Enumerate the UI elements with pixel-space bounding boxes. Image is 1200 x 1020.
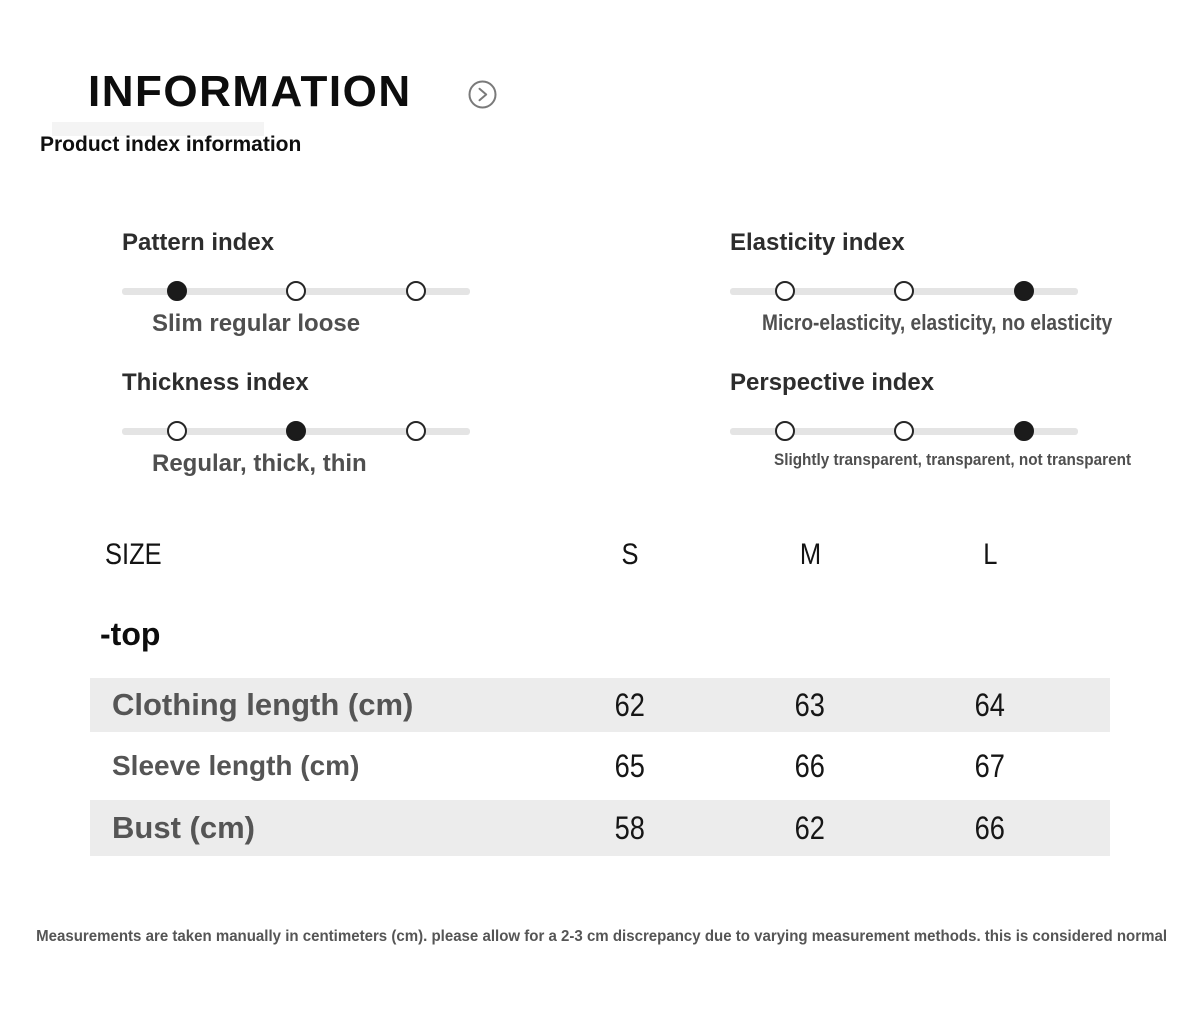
size-section-top: -top	[100, 616, 161, 652]
table-row: Bust (cm) 58 62 66	[90, 800, 1110, 856]
size-col-s: S	[621, 538, 639, 571]
elasticity-index-block: Elasticity index Micro-elasticity, elast…	[730, 228, 1113, 336]
slider-dot	[166, 281, 187, 301]
product-index-subtitle: Product index information	[40, 133, 302, 156]
slider-dot	[774, 421, 795, 441]
page-title: INFORMATION	[88, 67, 412, 116]
size-table-header: SIZE S M L	[90, 536, 1110, 574]
slider-dot	[406, 281, 427, 301]
pattern-index-slider	[122, 280, 470, 302]
index-title: Elasticity index	[730, 229, 905, 256]
thickness-index-slider	[122, 420, 470, 442]
row-value: 67	[974, 747, 1006, 784]
index-caption: Slightly transparent, transparent, not t…	[774, 450, 1132, 469]
table-row: Clothing length (cm) 62 63 64	[90, 678, 1110, 732]
index-title: Pattern index	[122, 229, 275, 256]
row-value: 62	[794, 809, 826, 846]
slider-dot	[286, 281, 306, 301]
slider-dot	[894, 421, 914, 441]
size-col-m: M	[799, 538, 821, 571]
index-title: Perspective index	[730, 369, 935, 396]
row-label: Bust (cm)	[112, 810, 255, 845]
slider-dot	[894, 281, 914, 301]
size-col-l: L	[982, 538, 998, 571]
slider-dot	[166, 421, 187, 441]
slider-dot	[286, 421, 306, 441]
slider-dot	[1014, 421, 1035, 441]
index-caption: Slim regular loose	[152, 310, 361, 337]
row-label: Clothing length (cm)	[112, 687, 414, 722]
row-value: 66	[974, 809, 1006, 846]
slider-dot	[406, 421, 427, 441]
pattern-index-block: Pattern index Slim regular loose	[122, 228, 482, 338]
size-corner-label: SIZE	[105, 538, 162, 571]
subtitle-highlight	[52, 122, 264, 136]
slider-dot	[1014, 281, 1035, 301]
measurement-table: Clothing length (cm) 62 63 64 Sleeve len…	[90, 678, 1110, 856]
table-row: Sleeve length (cm) 65 66 67	[90, 732, 1110, 800]
thickness-index-block: Thickness index Regular, thick, thin	[122, 368, 482, 478]
row-value: 58	[614, 809, 646, 846]
row-value: 64	[974, 686, 1006, 723]
row-value: 66	[794, 747, 826, 784]
perspective-index-block: Perspective index Slightly transparent, …	[730, 368, 1132, 470]
index-caption: Micro-elasticity, elasticity, no elastic…	[762, 310, 1113, 335]
chevron-right-circle-icon[interactable]	[468, 80, 497, 109]
measurement-disclaimer: Measurements are taken manually in centi…	[36, 928, 1168, 945]
elasticity-index-slider	[730, 280, 1078, 302]
row-value: 65	[614, 747, 646, 784]
row-value: 63	[794, 686, 826, 723]
row-label: Sleeve length (cm)	[112, 750, 360, 781]
slider-dot	[774, 281, 795, 301]
row-value: 62	[614, 686, 646, 723]
perspective-index-slider	[730, 420, 1078, 442]
index-title: Thickness index	[122, 369, 309, 396]
index-caption: Regular, thick, thin	[152, 450, 367, 477]
